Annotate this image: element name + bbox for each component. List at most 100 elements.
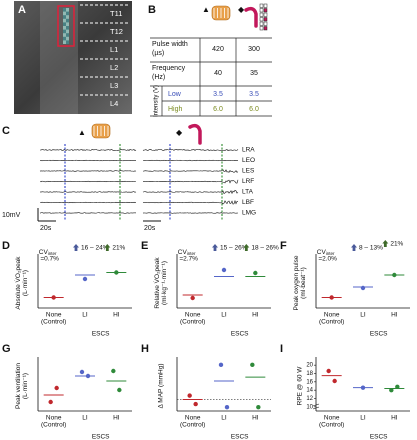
- lead-contact: [259, 3, 264, 8]
- cv-value: =0.7%: [40, 256, 59, 263]
- cell: 420: [212, 46, 224, 53]
- emg-trace: [142, 199, 239, 205]
- x-tick-label: None: [46, 312, 62, 319]
- increase-arrow: [211, 244, 218, 251]
- row-label: Pulse width: [152, 41, 188, 48]
- cell: 3.5: [249, 91, 259, 98]
- data-point: [117, 387, 122, 393]
- lead-contact: [263, 8, 268, 13]
- x-tick-label: LI: [82, 312, 88, 319]
- cv-label: CVinter: [39, 249, 57, 256]
- row-label: Intensity (V): [154, 85, 160, 117]
- y-axis-label: (ml·kg⁻¹·min⁻¹): [161, 261, 168, 305]
- y-axis-label: (ml·beat⁻¹): [300, 267, 307, 299]
- change-label: 15 – 26%: [220, 245, 248, 252]
- x-tick-label: None: [46, 415, 62, 422]
- cell: 6.0: [213, 106, 223, 113]
- cv-label-sub: inter: [326, 251, 335, 256]
- change-label: 18 – 26%: [251, 245, 279, 252]
- lead-contact: [259, 26, 264, 31]
- x-tick-label: HI: [391, 415, 398, 422]
- checker: [66, 18, 69, 23]
- data-point: [79, 369, 85, 375]
- lead-contact: [259, 12, 264, 17]
- increase-arrow: [73, 244, 79, 251]
- change-label: 16 – 24%: [81, 245, 109, 252]
- panel-letter: H: [141, 343, 149, 355]
- data-point: [250, 362, 255, 368]
- muscle-label: LMG: [242, 210, 256, 217]
- x-tick-label: (Control): [180, 319, 205, 326]
- emg-trace: [39, 191, 137, 193]
- x-tick-label: HI: [252, 415, 259, 422]
- muscle-label: LEO: [242, 157, 255, 164]
- emg-trace: [39, 170, 137, 172]
- lead-contact: [259, 17, 264, 22]
- data-point: [111, 368, 116, 374]
- panel-letter: D: [2, 240, 10, 252]
- emg-trace: [142, 159, 239, 162]
- y-axis-label: (L·min⁻¹): [22, 373, 29, 399]
- x-axis-label: ESCS: [370, 331, 388, 338]
- y-axis-label: (L·min⁻¹): [22, 270, 29, 296]
- x-tick-label: (Control): [41, 422, 66, 429]
- x-tick-label: (Control): [319, 422, 344, 429]
- data-point: [218, 362, 224, 368]
- x-tick-label: LI: [221, 312, 227, 319]
- data-point: [332, 378, 337, 384]
- change-label: 21%: [112, 245, 125, 252]
- data-point: [85, 373, 91, 379]
- x-tick-label: None: [324, 312, 340, 319]
- lead-contact: [259, 21, 264, 26]
- data-point: [48, 399, 53, 405]
- data-point: [326, 368, 331, 374]
- data-point: [187, 393, 192, 398]
- checker: [63, 8, 66, 12]
- axis-break: [312, 403, 320, 410]
- row-label: Frequency: [152, 65, 186, 72]
- data-point: [329, 295, 334, 300]
- scale-label: 10mV: [2, 212, 21, 219]
- x-tick-label: LI: [221, 415, 227, 422]
- cv-label-main: CV: [39, 249, 49, 256]
- cv-label: CVinter: [317, 249, 335, 256]
- muscle-label: LBF: [242, 199, 254, 206]
- checker: [66, 33, 69, 37]
- lead-contact: [263, 17, 268, 22]
- emg-trace: [142, 179, 239, 184]
- emg-trace: [39, 212, 137, 214]
- cell: 6.0: [249, 106, 259, 113]
- data-point: [54, 385, 59, 391]
- emg-trace: [39, 201, 137, 204]
- cv-value: =2.0%: [318, 256, 337, 263]
- x-axis-label: ESCS: [231, 434, 249, 440]
- data-point: [360, 285, 366, 291]
- row-label: (Hz): [152, 74, 165, 81]
- data-point: [389, 387, 394, 393]
- lead-icon: [188, 123, 202, 145]
- checker: [63, 15, 66, 19]
- emg-trace: [142, 212, 239, 214]
- y-tick-label: 12: [306, 396, 313, 402]
- panel-letter: E: [141, 240, 148, 252]
- checker: [66, 40, 69, 44]
- x-tick-label: None: [185, 415, 201, 422]
- y-axis-label: Peak oxygen pulse: [293, 255, 300, 310]
- y-tick-label: 16: [306, 379, 313, 385]
- x-tick-label: (Control): [319, 319, 344, 326]
- lead-contact: [263, 26, 268, 31]
- lead-contact: [263, 3, 268, 8]
- y-tick-label: 20: [306, 363, 313, 369]
- cv-label-main: CV: [178, 249, 188, 256]
- cell: 35: [250, 70, 258, 77]
- cv-label-sub: inter: [187, 251, 196, 256]
- data-point: [360, 385, 366, 390]
- cv-label: CVinter: [178, 249, 196, 256]
- symbol: ◆: [176, 128, 183, 137]
- cv-label-main: CV: [317, 249, 327, 256]
- emg-trace: [39, 149, 137, 151]
- change-label: 21%: [390, 241, 403, 248]
- scale-label: 20s: [144, 225, 156, 232]
- increase-arrow: [351, 244, 357, 251]
- y-axis-label: RPE @ 60 W: [297, 366, 304, 406]
